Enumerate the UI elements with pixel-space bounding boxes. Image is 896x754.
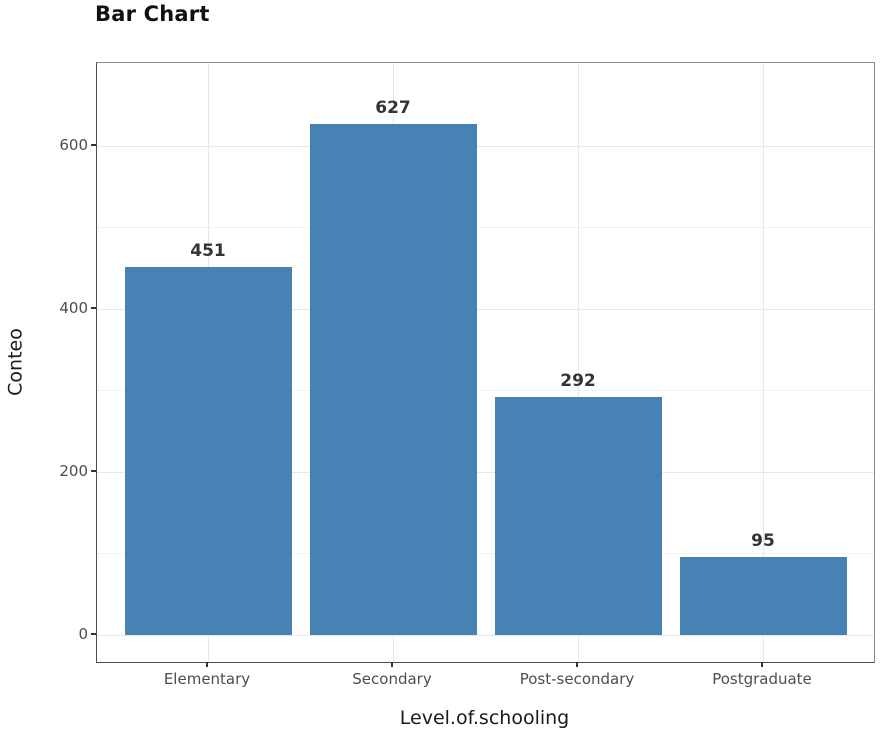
x-tick-mark <box>391 662 393 667</box>
h-gridline-major <box>97 634 874 636</box>
y-tick-label: 200 <box>59 461 88 480</box>
y-tick-mark <box>91 632 96 635</box>
x-tick-mark <box>206 662 208 667</box>
y-tick-mark <box>91 306 96 309</box>
y-tick-label: 600 <box>59 135 88 154</box>
plot-panel: 451 627 292 95 <box>96 62 875 663</box>
h-gridline-major <box>97 308 874 310</box>
h-gridline-minor <box>97 390 874 392</box>
plot-title: Bar Chart <box>95 2 210 26</box>
y-tick-label: 400 <box>59 298 88 317</box>
bar-value-label: 451 <box>190 241 226 262</box>
x-tick-mark <box>761 662 763 667</box>
x-tick-label: Secondary <box>352 670 432 688</box>
h-gridline-major <box>97 145 874 147</box>
x-tick-mark <box>576 662 578 667</box>
y-tick-mark <box>91 143 96 146</box>
h-gridline-minor <box>97 227 874 229</box>
y-axis-title: Conteo <box>4 328 27 396</box>
x-axis-title: Level.of.schooling <box>399 707 570 729</box>
bar-value-label: 95 <box>751 531 775 552</box>
bar-value-label: 292 <box>560 370 596 391</box>
x-tick-label: Postgraduate <box>712 670 812 688</box>
v-gridline <box>763 63 764 662</box>
v-gridline <box>578 63 579 662</box>
x-tick-label: Post-secondary <box>519 670 635 688</box>
y-tick-label: 0 <box>78 624 88 643</box>
bar <box>124 267 292 635</box>
y-tick-mark <box>91 469 96 472</box>
bar <box>494 396 662 635</box>
bar-value-label: 627 <box>375 97 411 118</box>
h-gridline-major <box>97 471 874 473</box>
x-tick-label: Elementary <box>163 670 251 688</box>
bar <box>679 557 847 635</box>
h-gridline-minor <box>97 553 874 555</box>
bar <box>309 123 477 635</box>
